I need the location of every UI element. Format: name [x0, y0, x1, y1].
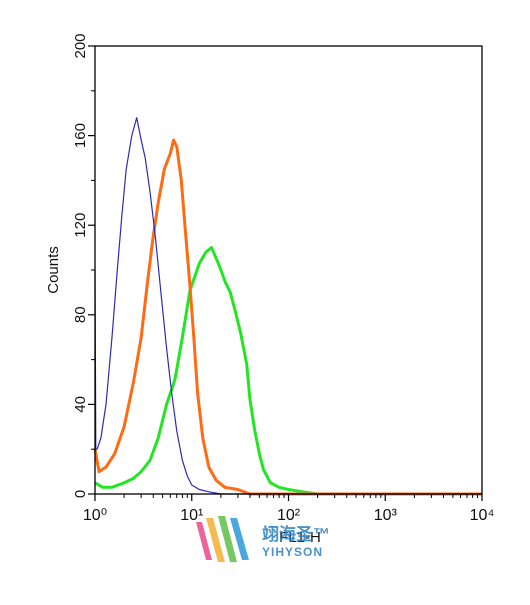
y-tick-label: 0 — [72, 490, 89, 498]
y-tick-label: 40 — [72, 396, 89, 413]
watermark-cn: 翊海圣™ — [262, 524, 330, 544]
x-tick-label: 10² — [277, 507, 301, 524]
y-tick-label: 200 — [72, 33, 89, 58]
histogram-line — [94, 246, 482, 496]
logo-stripe — [218, 516, 237, 562]
x-tick-label: 10³ — [374, 507, 398, 524]
watermark: 翊海圣™ YIHYSON — [196, 516, 330, 562]
y-tick-label: 120 — [72, 213, 89, 238]
y-tick-label: 80 — [72, 306, 89, 323]
plot-area — [93, 117, 482, 496]
x-tick-label: 10⁰ — [83, 507, 107, 524]
x-tick-label: 10⁴ — [470, 507, 495, 524]
x-tick-label: 10¹ — [180, 507, 203, 524]
histogram-line — [94, 117, 482, 495]
logo-stripe — [196, 522, 212, 560]
histogram-line — [93, 138, 482, 496]
logo-stripe — [206, 518, 225, 562]
x-axis-label: FL1-H — [279, 529, 321, 546]
y-tick-label: 160 — [72, 123, 89, 148]
logo-stripe — [230, 518, 249, 560]
y-axis-label: Counts — [45, 246, 62, 294]
watermark-en: YIHYSON — [262, 545, 323, 559]
